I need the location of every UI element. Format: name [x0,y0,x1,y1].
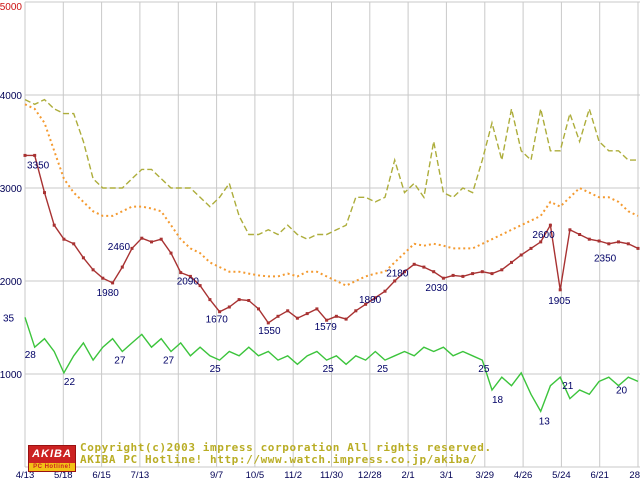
site-credit-line: AKIBA PC Hotline! http://www.watch.impre… [80,453,478,466]
point-label-18: 18 [492,395,504,406]
series-line-shop-count [24,317,639,414]
x-axis-label-11/30: 11/30 [320,470,343,480]
point-label-20: 20 [616,385,628,396]
point-label-1550: 1550 [258,326,281,337]
x-axis-label-6/15: 6/15 [92,470,111,480]
point-label-1890: 1890 [359,295,382,306]
series-markers-lowest-price [23,153,640,325]
point-label-25: 25 [377,364,389,375]
x-axis-label-9/7: 9/7 [210,470,223,480]
akiba-logo-title: AKIBA [32,448,72,460]
point-label-2030: 2030 [425,283,448,294]
y-axis-label-2000: 2000 [0,277,22,288]
series-line-average-price [24,103,639,287]
grid [24,1,640,468]
series-line-highest-price [24,98,638,240]
point-label-28: 28 [25,350,37,361]
y-axis-label-5000: 5000 [0,2,22,13]
point-label-2460: 2460 [108,242,131,253]
x-axis-label-2/1: 2/1 [401,470,414,480]
point-label-13: 13 [539,416,551,427]
point-label-2600: 2600 [532,230,555,241]
point-label-3350: 3350 [27,160,50,171]
y-axis-label-1000: 1000 [0,370,22,381]
akiba-logo-subtitle: PC Hotline! [29,463,75,471]
x-axis-label-5/18: 5/18 [54,470,73,480]
series-line-lowest-price [25,154,639,324]
point-label-35: 35 [3,313,15,324]
x-axis-label-3/1: 3/1 [440,470,453,480]
point-label-21: 21 [562,381,574,392]
point-label-2090: 2090 [177,277,200,288]
copyright-line: Copyright(c)2003 impress corporation All… [80,441,492,454]
point-label-27: 27 [163,356,175,367]
point-label-1579: 1579 [315,322,338,333]
point-label-1670: 1670 [206,315,229,326]
x-axis-label-6/21: 6/21 [590,470,609,480]
point-label-2350: 2350 [594,253,617,264]
x-axis-label-7/13: 7/13 [131,470,150,480]
x-axis-label-12/28: 12/28 [358,470,382,480]
point-label-27: 27 [114,356,126,367]
point-label-1980: 1980 [97,288,120,299]
point-label-25: 25 [478,364,490,375]
x-axis-label-10/5: 10/5 [246,470,265,480]
x-axis-label-5/24: 5/24 [552,470,571,480]
akiba-pc-hotline-logo: AKIBA PC Hotline! [28,445,76,472]
x-axis-label-11/2: 11/2 [284,470,302,480]
x-axis-label-28: 28 [629,470,640,480]
y-axis-label-3000: 3000 [0,184,22,195]
point-label-25: 25 [323,364,335,375]
point-label-1905: 1905 [548,296,571,307]
point-label-2180: 2180 [386,268,409,279]
point-label-22: 22 [64,377,76,388]
y-axis-label-4000: 4000 [0,91,22,102]
x-axis-label-4/13: 4/13 [16,470,35,480]
x-axis-label-4/26: 4/26 [514,470,533,480]
x-axis-label-3/29: 3/29 [476,470,495,480]
point-label-25: 25 [210,364,222,375]
footer: AKIBA PC Hotline! Copyright(c)2003 impre… [0,441,640,480]
copyright-block: Copyright(c)2003 impress corporation All… [80,442,492,466]
